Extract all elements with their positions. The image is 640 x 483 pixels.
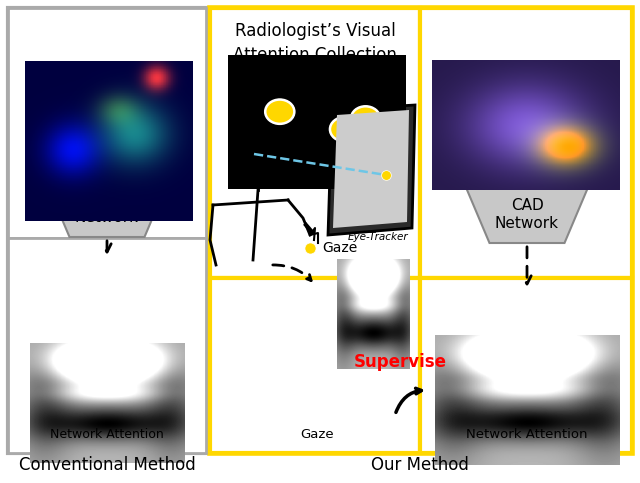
- Polygon shape: [462, 178, 592, 243]
- Text: Radiologist’s Visual
Attention Collection: Radiologist’s Visual Attention Collectio…: [233, 22, 397, 64]
- Text: Network Attention: Network Attention: [50, 428, 164, 441]
- Bar: [420, 8, 632, 278]
- Bar: [420, 278, 632, 453]
- Text: CAD: CAD: [91, 193, 124, 208]
- Polygon shape: [328, 105, 415, 235]
- Text: CAD: CAD: [511, 199, 543, 213]
- Text: Eye-Tracker: Eye-Tracker: [348, 232, 408, 242]
- Bar: [8, 238, 206, 453]
- Bar: [210, 278, 420, 453]
- Text: Network: Network: [75, 211, 139, 226]
- Bar: [8, 8, 206, 238]
- Bar: [8, 8, 206, 453]
- Text: Conventional Method: Conventional Method: [19, 456, 195, 474]
- Text: Our Method: Our Method: [371, 456, 469, 474]
- Text: Gaze: Gaze: [322, 241, 357, 255]
- Polygon shape: [42, 172, 172, 237]
- Polygon shape: [333, 110, 409, 228]
- Bar: [210, 8, 420, 278]
- Text: Supervise: Supervise: [353, 353, 447, 371]
- Bar: [210, 8, 632, 453]
- Text: Network Attention: Network Attention: [467, 428, 588, 441]
- Text: Gaze: Gaze: [300, 428, 334, 441]
- Text: Network: Network: [495, 216, 559, 231]
